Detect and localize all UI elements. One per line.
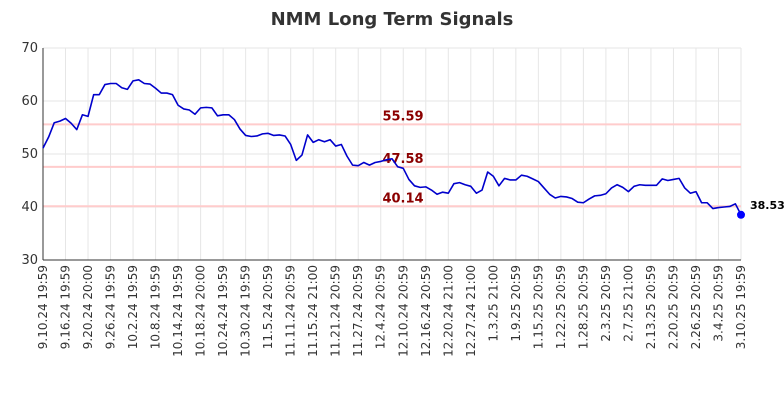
x-tick-label: 10.18.24 20:00 <box>194 265 208 357</box>
reference-line-label: 55.59 <box>382 109 423 124</box>
x-tick-label: 2.3.25 20:59 <box>599 265 613 342</box>
y-tick-label: 60 <box>21 94 38 109</box>
x-tick-label: 11.11.24 20:59 <box>284 265 298 357</box>
x-tick-label: 2.20.25 20:59 <box>666 265 680 349</box>
y-tick-label: 70 <box>21 41 38 56</box>
x-tick-label: 1.3.25 21:00 <box>486 265 500 342</box>
x-tick-label: 11.21.24 20:59 <box>329 265 343 357</box>
series-line <box>42 79 742 216</box>
x-tick-label: 9.10.24 19:59 <box>36 265 50 349</box>
x-tick-label: 10.30.24 19:59 <box>239 265 253 357</box>
x-tick-label: 2.13.25 20:59 <box>644 265 658 349</box>
x-tick-label: 12.16.24 20:59 <box>419 265 433 357</box>
x-tick-label: 10.24.24 19:59 <box>216 265 230 357</box>
x-tick-label: 1.22.25 20:59 <box>554 265 568 349</box>
x-tick-label: 2.7.25 21:00 <box>621 265 635 342</box>
x-tick-label: 2.26.25 20:59 <box>689 265 703 349</box>
reference-line-label: 47.58 <box>382 152 423 167</box>
axes: 30 40 50 60 70 9.10.24 19:59 9.16.24 19:59 9.20… <box>21 41 748 357</box>
x-tick-label: 9.20.24 20:00 <box>81 265 95 349</box>
x-tick-label: 11.15.24 21:00 <box>306 265 320 357</box>
y-tick-label: 40 <box>21 200 38 215</box>
x-tick-label: 10.2.24 19:59 <box>126 265 140 349</box>
x-tick-label: 12.20.24 21:00 <box>441 265 455 357</box>
reference-line-label: 40.14 <box>382 191 423 206</box>
x-tick-label: 12.27.24 21:00 <box>464 265 478 357</box>
x-tick-label: 3.10.25 19:59 <box>734 265 748 349</box>
x-tick-label: 1.9.25 20:59 <box>509 265 523 342</box>
x-tick-label: 1.28.25 20:59 <box>576 265 590 349</box>
x-tick-label: 11.27.24 20:59 <box>351 265 365 357</box>
x-tick-label: 12.4.24 20:59 <box>374 265 388 349</box>
x-tick-label: 10.8.24 19:59 <box>149 265 163 349</box>
x-tick-label: 10.14.24 19:59 <box>171 265 185 357</box>
x-tick-label: 9.16.24 19:59 <box>59 265 73 349</box>
x-tick-label: 12.10.24 20:59 <box>396 265 410 357</box>
last-point-marker <box>737 210 745 219</box>
x-tick-label: 11.5.24 20:59 <box>261 265 275 349</box>
series: 38.53 <box>42 79 784 219</box>
y-tick-label: 50 <box>21 147 38 162</box>
chart-title: NMM Long Term Signals <box>271 9 514 30</box>
x-tick-label: 3.4.25 20:59 <box>711 265 725 342</box>
x-tick-label: 9.26.24 19:59 <box>104 265 118 349</box>
last-value-label: 38.53 <box>750 199 784 212</box>
y-tick-label: 30 <box>21 253 38 268</box>
reference-lines: 55.59 47.58 40.14 <box>43 109 741 208</box>
x-tick-label: 1.15.25 20:59 <box>531 265 545 349</box>
